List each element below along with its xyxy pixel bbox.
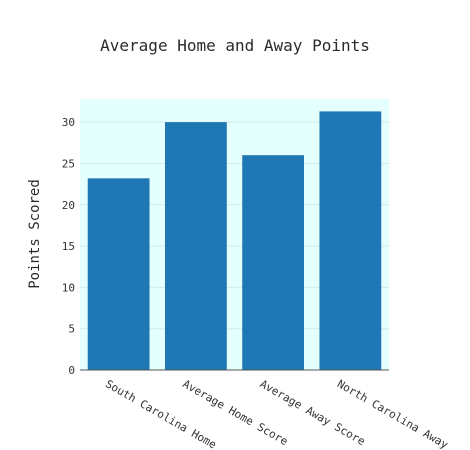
chart-title: Average Home and Away Points <box>100 36 370 55</box>
y-tick-label: 10 <box>62 281 75 294</box>
bar <box>164 122 227 370</box>
y-tick-label: 20 <box>62 199 75 212</box>
bar <box>319 111 382 370</box>
y-tick-label: 30 <box>62 116 75 129</box>
y-tick-label: 15 <box>62 240 75 253</box>
y-tick-label: 25 <box>62 157 75 170</box>
bar <box>87 178 150 370</box>
bars <box>87 111 382 370</box>
y-tick-label: 5 <box>68 323 75 336</box>
y-axis-label: Points Scored <box>27 179 43 289</box>
y-tick-label: 0 <box>68 364 75 377</box>
bar <box>242 155 305 370</box>
y-axis-ticks: 0 5 10 15 20 25 30 <box>62 116 75 377</box>
